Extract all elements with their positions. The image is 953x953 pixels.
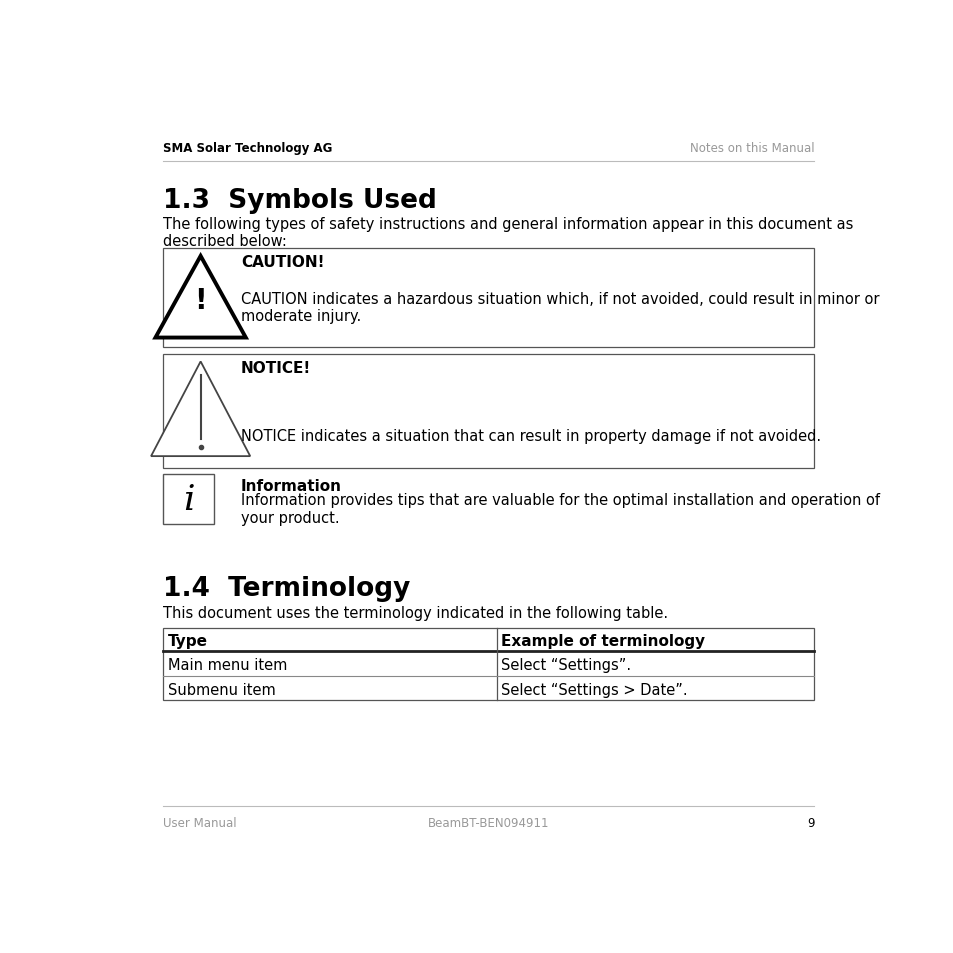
Text: Submenu item: Submenu item [168,682,275,697]
Text: Main menu item: Main menu item [168,658,287,673]
Text: 1.4  Terminology: 1.4 Terminology [163,576,411,602]
Text: NOTICE indicates a situation that can result in property damage if not avoided.: NOTICE indicates a situation that can re… [241,428,821,443]
Text: SMA Solar Technology AG: SMA Solar Technology AG [163,142,333,154]
Text: Information provides tips that are valuable for the optimal installation and ope: Information provides tips that are valua… [241,493,879,525]
Text: Notes on this Manual: Notes on this Manual [689,142,814,154]
Text: 9: 9 [806,816,814,829]
FancyBboxPatch shape [163,355,814,468]
Polygon shape [155,256,246,338]
Text: This document uses the terminology indicated in the following table.: This document uses the terminology indic… [163,605,668,620]
Text: Select “Settings”.: Select “Settings”. [500,658,631,673]
Polygon shape [151,362,250,456]
FancyBboxPatch shape [163,475,213,524]
Text: BeamBT-BEN094911: BeamBT-BEN094911 [428,816,549,829]
Text: CAUTION!: CAUTION! [241,255,324,270]
FancyBboxPatch shape [163,249,814,348]
Text: The following types of safety instructions and general information appear in thi: The following types of safety instructio… [163,216,853,249]
Text: Information: Information [241,478,341,493]
Text: !: ! [194,287,207,314]
Text: Type: Type [168,634,208,649]
Text: CAUTION indicates a hazardous situation which, if not avoided, could result in m: CAUTION indicates a hazardous situation … [241,292,879,324]
Text: i: i [183,482,194,517]
Text: Select “Settings > Date”.: Select “Settings > Date”. [500,682,687,697]
Text: Example of terminology: Example of terminology [500,634,704,649]
Text: NOTICE!: NOTICE! [241,360,311,375]
Text: User Manual: User Manual [163,816,236,829]
FancyBboxPatch shape [163,628,814,700]
Text: 1.3  Symbols Used: 1.3 Symbols Used [163,188,436,213]
